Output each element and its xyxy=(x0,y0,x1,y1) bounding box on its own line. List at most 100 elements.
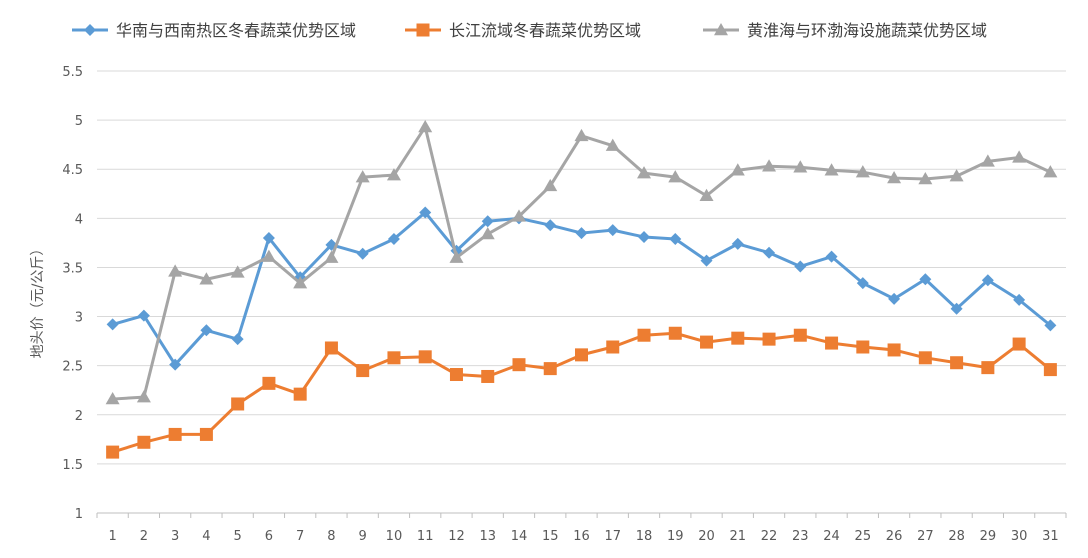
data-point xyxy=(825,336,839,350)
data-point xyxy=(137,435,151,449)
data-point xyxy=(856,340,870,354)
data-point xyxy=(794,260,807,273)
data-point xyxy=(449,250,464,263)
legend-item-1: 华南与西南热区冬春蔬菜优势区域 xyxy=(72,21,356,40)
legend-label: 黄淮海与环渤海设施蔬菜优势区域 xyxy=(747,21,987,40)
data-point xyxy=(231,397,245,411)
legend-item-2: 长江流域冬春蔬菜优势区域 xyxy=(405,21,641,40)
data-point xyxy=(637,328,651,342)
x-tick-label: 6 xyxy=(265,529,273,544)
data-point xyxy=(762,332,776,346)
y-tick-label: 5 xyxy=(75,114,83,129)
data-point xyxy=(825,250,838,263)
data-point xyxy=(950,302,963,315)
axes: 11.522.533.544.555.51 2 3 4 5 6 7 8 9 10 11 12 13 14 1… xyxy=(62,65,1067,544)
data-point xyxy=(1043,363,1057,377)
x-tick-label: 10 xyxy=(386,529,403,544)
x-tick-label: 19 xyxy=(667,529,684,544)
y-tick-label: 3.5 xyxy=(62,261,83,276)
x-tick-label: 3 xyxy=(171,529,179,544)
x-tick-label: 24 xyxy=(823,529,840,544)
data-point xyxy=(419,206,432,219)
data-point xyxy=(480,227,495,240)
x-tick-label: 4 xyxy=(202,529,210,544)
data-point xyxy=(1044,319,1057,332)
data-point xyxy=(512,358,526,372)
x-tick-label: 9 xyxy=(359,529,367,544)
data-point xyxy=(386,168,401,181)
data-point xyxy=(574,128,589,142)
x-tick-label: 28 xyxy=(948,529,965,544)
legend-item-3: 黄淮海与环渤海设施蔬菜优势区域 xyxy=(703,21,987,40)
x-tick-label: 25 xyxy=(855,529,872,544)
x-tick-label: 27 xyxy=(917,529,934,544)
data-point xyxy=(261,249,276,262)
data-point xyxy=(855,165,870,178)
x-tick-label: 1 xyxy=(108,529,116,544)
y-tick-label: 5.5 xyxy=(62,65,83,80)
data-point xyxy=(887,171,902,184)
data-point xyxy=(700,254,713,267)
data-point xyxy=(262,376,276,390)
x-tick-label: 12 xyxy=(448,529,465,544)
data-point xyxy=(856,277,869,290)
data-point xyxy=(606,340,620,354)
data-point xyxy=(950,356,964,370)
data-point xyxy=(137,309,150,322)
x-tick-label: 8 xyxy=(327,529,335,544)
y-tick-label: 2.5 xyxy=(62,360,83,375)
data-point xyxy=(888,292,901,305)
data-point xyxy=(919,273,932,286)
x-tick-label: 14 xyxy=(511,529,528,544)
series-2 xyxy=(106,326,1057,459)
data-point xyxy=(731,237,744,250)
data-point xyxy=(262,231,275,244)
x-tick-label: 13 xyxy=(479,529,496,544)
data-point xyxy=(730,163,745,176)
data-point xyxy=(637,166,652,179)
y-tick-label: 4.5 xyxy=(62,163,83,178)
y-axis-title: 地头价（元/公斤） xyxy=(30,242,46,359)
data-point xyxy=(981,274,994,287)
data-point xyxy=(949,169,964,182)
y-tick-label: 1 xyxy=(75,507,83,522)
x-tick-label: 7 xyxy=(296,529,304,544)
data-point xyxy=(230,265,245,278)
data-point xyxy=(887,343,901,357)
data-point xyxy=(980,154,995,167)
data-point xyxy=(699,188,714,201)
data-point xyxy=(668,170,683,183)
data-point xyxy=(199,427,213,441)
data-point xyxy=(762,159,777,172)
x-tick-label: 18 xyxy=(636,529,653,544)
data-point xyxy=(1012,337,1026,351)
x-tick-label: 21 xyxy=(730,529,747,544)
data-point xyxy=(136,390,151,403)
data-point xyxy=(981,361,995,375)
x-tick-label: 11 xyxy=(417,529,434,544)
legend-label: 长江流域冬春蔬菜优势区域 xyxy=(449,21,641,40)
x-tick-label: 17 xyxy=(604,529,621,544)
data-point xyxy=(168,427,182,441)
x-tick-label: 31 xyxy=(1042,529,1059,544)
data-point xyxy=(418,350,432,364)
data-point xyxy=(356,364,370,378)
data-point xyxy=(793,328,807,342)
x-tick-label: 29 xyxy=(980,529,997,544)
data-point xyxy=(231,333,244,346)
data-point xyxy=(356,247,369,260)
legend-label: 华南与西南热区冬春蔬菜优势区域 xyxy=(116,21,356,40)
data-point xyxy=(669,232,682,245)
y-tick-label: 4 xyxy=(75,212,83,227)
data-point xyxy=(169,358,182,371)
x-tick-label: 22 xyxy=(761,529,778,544)
data-point xyxy=(575,348,588,362)
x-tick-label: 26 xyxy=(886,529,903,544)
data-point xyxy=(918,351,932,365)
series-3 xyxy=(105,119,1058,405)
data-point xyxy=(543,178,558,192)
data-point xyxy=(793,160,808,173)
data-point xyxy=(511,209,526,222)
